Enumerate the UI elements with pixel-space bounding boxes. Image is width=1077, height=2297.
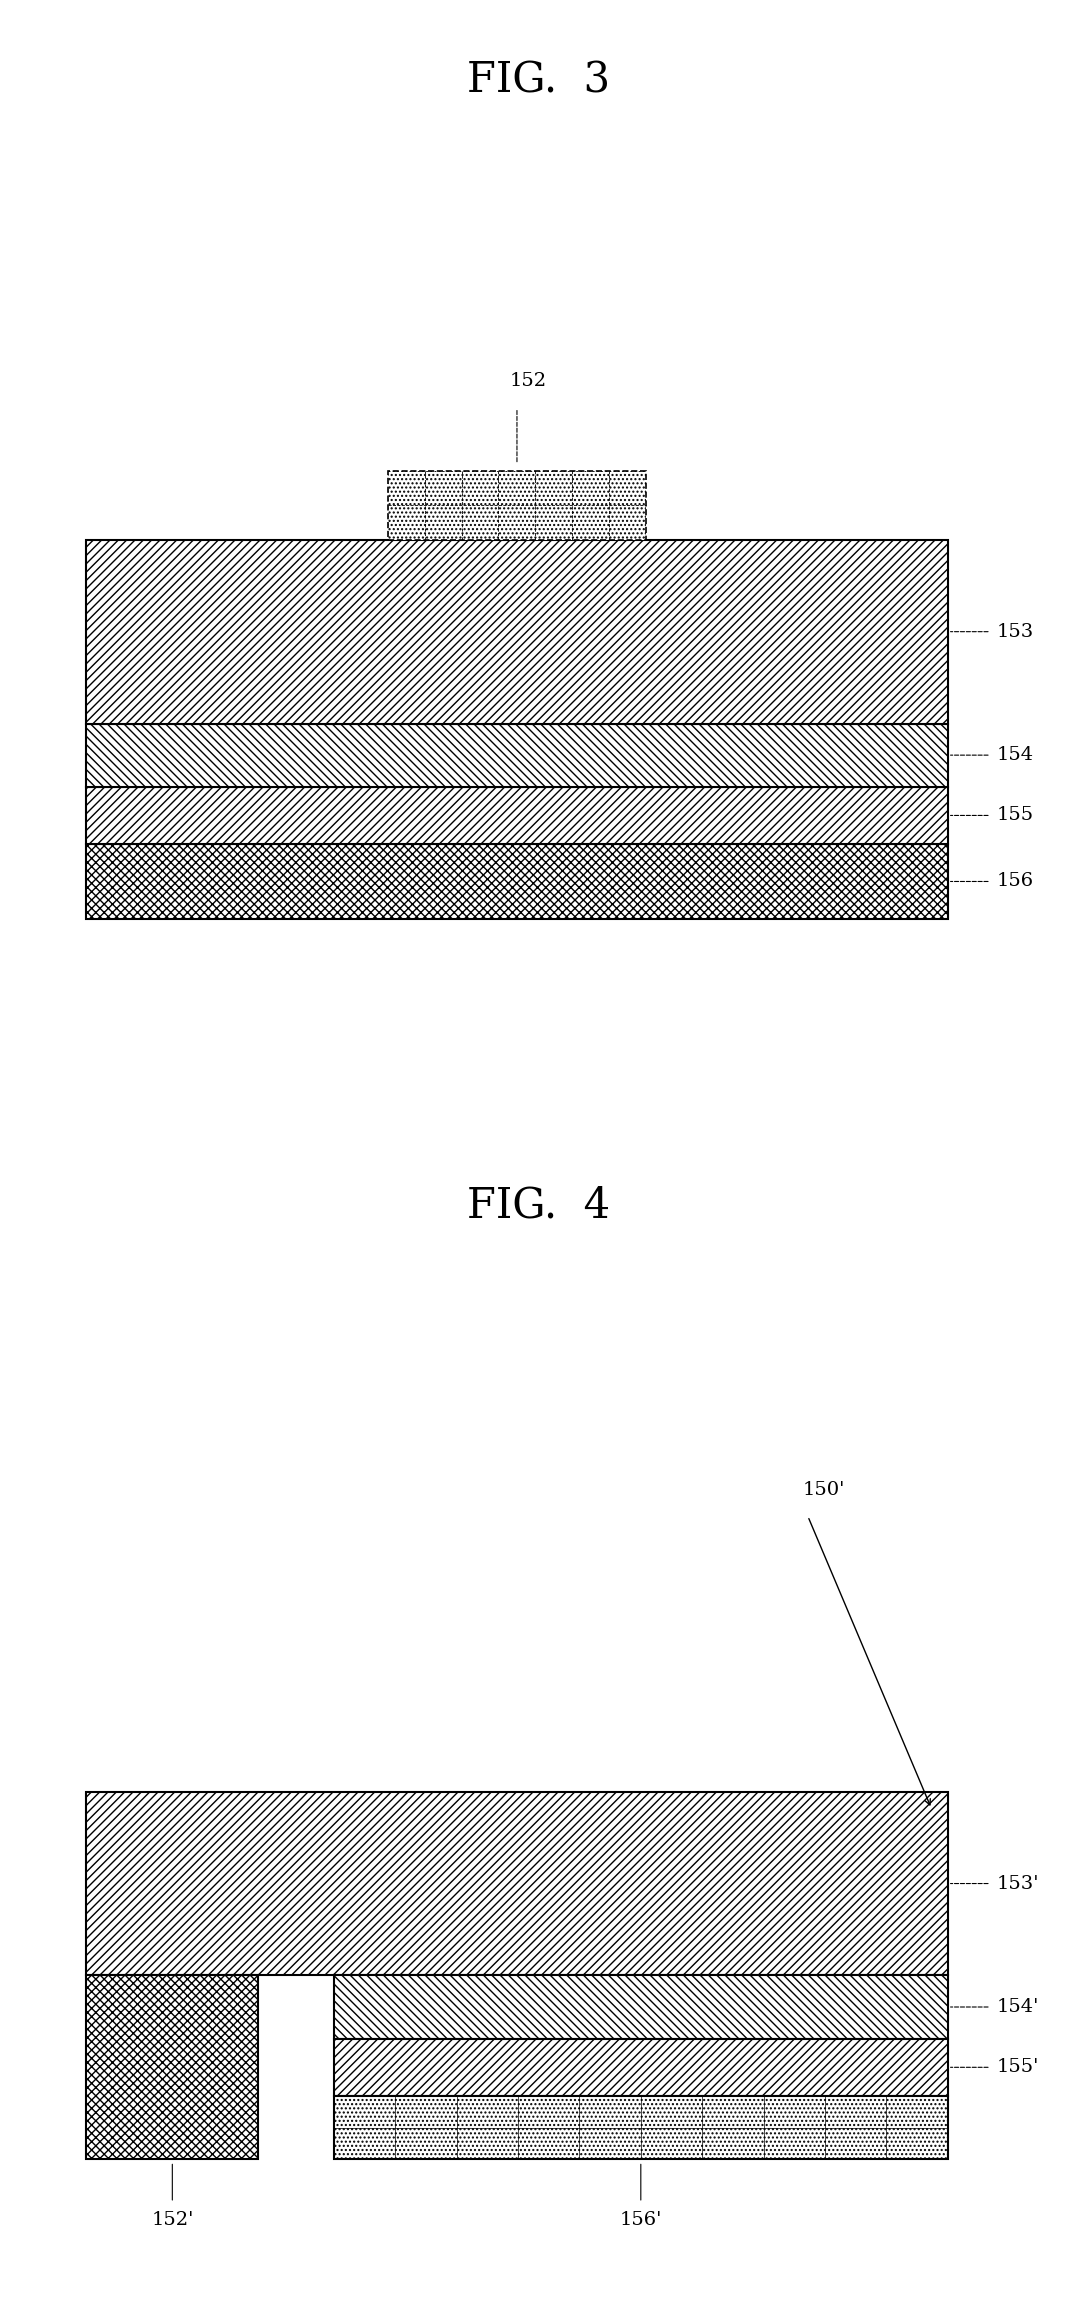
- Text: 156: 156: [996, 873, 1033, 891]
- Bar: [86, 724, 948, 786]
- Text: 156': 156': [619, 2210, 662, 2228]
- Bar: [334, 1975, 948, 2040]
- Bar: [86, 1792, 948, 1975]
- Text: FIG.  4: FIG. 4: [467, 1185, 610, 1227]
- Bar: [86, 540, 948, 724]
- Text: 153: 153: [996, 622, 1034, 641]
- Bar: [86, 786, 948, 843]
- Text: 150': 150': [802, 1482, 845, 1498]
- Bar: [388, 471, 646, 540]
- Bar: [86, 1975, 258, 2159]
- Text: 153': 153': [996, 1874, 1038, 1893]
- Bar: [334, 2040, 948, 2095]
- Bar: [334, 2095, 948, 2159]
- Text: 155: 155: [996, 806, 1033, 825]
- Text: 154': 154': [996, 1998, 1038, 2017]
- Text: 152': 152': [151, 2210, 194, 2228]
- Text: FIG.  3: FIG. 3: [467, 60, 610, 101]
- Bar: [86, 843, 948, 919]
- Text: 152: 152: [509, 372, 546, 390]
- Text: 155': 155': [996, 2058, 1038, 2076]
- Text: 154: 154: [996, 747, 1033, 765]
